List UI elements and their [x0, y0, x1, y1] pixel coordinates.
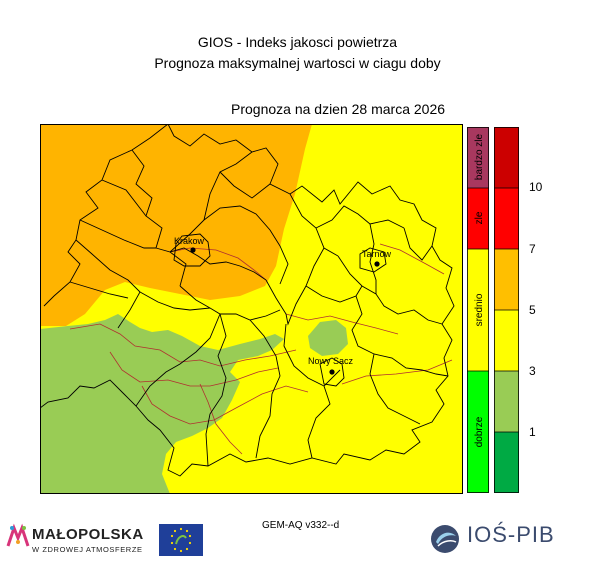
city-label-tarnow: Tarnow	[362, 249, 392, 259]
ios-pib-name: IOŚ-PIB	[467, 522, 555, 547]
city-label-nowy-sacz: Nowy Sacz	[308, 356, 354, 366]
malopolska-slogan: W ZDROWEJ ATMOSFERZE	[32, 545, 143, 554]
map-subtitle: Prognoza maksymalnej wartosci w ciagu do…	[154, 55, 441, 71]
index-sufficient	[494, 310, 519, 371]
index-good	[494, 371, 519, 432]
city-dot-tarnow	[374, 261, 380, 267]
zone-orange	[40, 124, 312, 326]
model-label: GEM-AQ v332--d	[262, 520, 340, 531]
index-moderate	[494, 249, 519, 310]
index-tick-3: 3	[529, 364, 536, 378]
subregion-borders	[69, 243, 453, 455]
index-very-good	[494, 432, 519, 493]
index-tick-7: 7	[529, 242, 536, 256]
category-label-zle: zle	[474, 211, 485, 224]
index-tick-10: 10	[529, 180, 543, 194]
category-label-bardzo-zle: bardzo zle	[474, 133, 485, 180]
category-srednio	[467, 249, 489, 371]
city-markers: Krakow Tarnow Nowy Sacz	[174, 236, 392, 375]
category-label-dobrze: dobrze	[474, 416, 485, 447]
index-tick-1: 1	[529, 425, 536, 439]
ios-pib-logo-icon	[431, 525, 459, 553]
county-borders	[40, 124, 455, 477]
zone-green-west	[40, 314, 284, 494]
forecast-date: Prognoza na dzien 28 marca 2026	[231, 101, 446, 117]
category-bardzo-zle	[467, 127, 489, 188]
zone-green-nowy-sacz	[308, 320, 348, 356]
eu-life-logo-icon	[159, 524, 203, 556]
malopolska-name: MAŁOPOLSKA	[32, 526, 144, 543]
category-label-srednio: srednio	[474, 293, 485, 326]
index-tick-5: 5	[529, 303, 536, 317]
map-title: GIOS - Indeks jakosci powietrza	[197, 34, 398, 50]
index-bad	[494, 188, 519, 249]
malopolska-logo-icon	[6, 523, 30, 547]
city-dot-nowy-sacz	[329, 369, 335, 375]
index-very-bad	[494, 127, 519, 188]
category-zle	[467, 188, 489, 249]
category-legend: bardzo zle zle srednio dobrze	[467, 127, 489, 493]
map-frame	[40, 124, 463, 494]
category-dobrze	[467, 371, 489, 493]
index-scale	[494, 127, 519, 493]
air-quality-map: Krakow Tarnow Nowy Sacz	[40, 124, 463, 494]
city-dot-krakow	[190, 247, 196, 253]
city-label-krakow: Krakow	[174, 236, 205, 246]
